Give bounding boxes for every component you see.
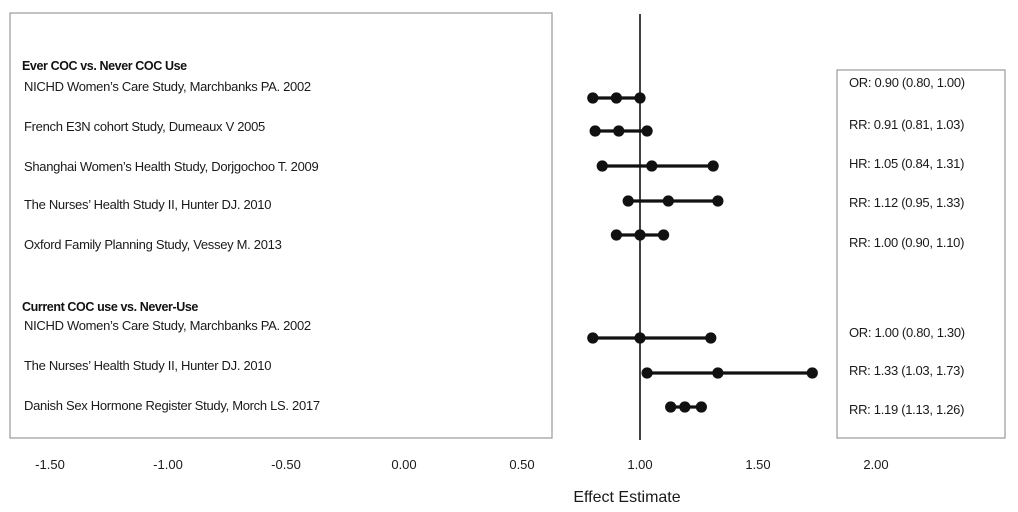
estimate-text: RR: 1.00 (0.90, 1.10)	[849, 235, 964, 250]
ci-lower-marker	[596, 160, 608, 172]
study-label: Shanghai Women’s Health Study, Dorjgocho…	[24, 159, 318, 174]
ci-upper-marker	[658, 229, 670, 241]
study-label-panel	[9, 12, 553, 439]
estimate-text: HR: 1.05 (0.84, 1.31)	[849, 156, 964, 171]
ci-lower-marker	[641, 367, 653, 379]
ci-lower-marker	[589, 125, 601, 137]
ci-upper-marker	[641, 125, 653, 137]
ci-lower-marker	[610, 229, 623, 241]
estimate-text: RR: 1.12 (0.95, 1.33)	[849, 195, 964, 210]
study-label: Danish Sex Hormone Register Study, Morch…	[24, 398, 320, 413]
x-tick-label: -1.00	[153, 457, 183, 472]
estimate-text: OR: 1.00 (0.80, 1.30)	[849, 325, 965, 340]
x-tick-label: 2.00	[863, 457, 888, 472]
estimate-text: OR: 0.90 (0.80, 1.00)	[849, 75, 965, 90]
ci-lower-marker	[587, 332, 599, 344]
ci-upper-marker	[705, 332, 717, 344]
estimate-text: RR: 1.33 (1.03, 1.73)	[849, 363, 964, 378]
point-estimate-marker	[662, 195, 674, 207]
x-tick-label: 1.00	[627, 457, 652, 472]
study-label: French E3N cohort Study, Dumeaux V 2005	[24, 119, 265, 134]
estimate-text: RR: 0.91 (0.81, 1.03)	[849, 117, 964, 132]
study-label: The Nurses’ Health Study II, Hunter DJ. …	[24, 197, 271, 212]
point-estimate-marker	[679, 401, 691, 413]
ci-upper-marker	[806, 367, 818, 379]
point-estimate-marker	[634, 332, 646, 344]
point-estimate-marker	[712, 367, 724, 379]
x-tick-label: -0.50	[271, 457, 301, 472]
group-header: Ever COC vs. Never COC Use	[22, 59, 187, 73]
study-label: NICHD Women’s Care Study, Marchbanks PA.…	[24, 318, 311, 333]
x-axis: -1.50 -1.00 -0.50 0.00 0.50 1.00 1.50 2.00	[35, 457, 888, 472]
x-tick-label: 0.50	[509, 457, 534, 472]
point-estimate-marker	[610, 92, 623, 104]
ci-lower-marker	[587, 92, 599, 104]
ci-upper-marker	[712, 195, 724, 207]
group-header: Current COC use vs. Never-Use	[22, 300, 198, 314]
point-estimate-marker	[634, 229, 646, 241]
estimate-text-panel	[836, 69, 1006, 439]
ci-upper-marker	[634, 92, 646, 104]
study-label: Oxford Family Planning Study, Vessey M. …	[24, 237, 282, 252]
study-label: The Nurses’ Health Study II, Hunter DJ. …	[24, 358, 271, 373]
x-axis-title: Effect Estimate	[573, 489, 680, 506]
ci-upper-marker	[707, 160, 719, 172]
point-estimate-marker	[613, 125, 625, 137]
x-tick-label: 1.50	[745, 457, 770, 472]
point-estimate-marker	[646, 160, 658, 172]
ci-lower-marker	[665, 401, 677, 413]
plot-layer: Ever COC vs. Never COC Use NICHD Women’s …	[22, 14, 965, 440]
ci-lower-marker	[622, 195, 634, 207]
ci-upper-marker	[695, 401, 707, 413]
x-tick-label: 0.00	[391, 457, 416, 472]
x-tick-label: -1.50	[35, 457, 65, 472]
estimate-text: RR: 1.19 (1.13, 1.26)	[849, 402, 964, 417]
study-label: NICHD Women’s Care Study, Marchbanks PA.…	[24, 79, 311, 94]
